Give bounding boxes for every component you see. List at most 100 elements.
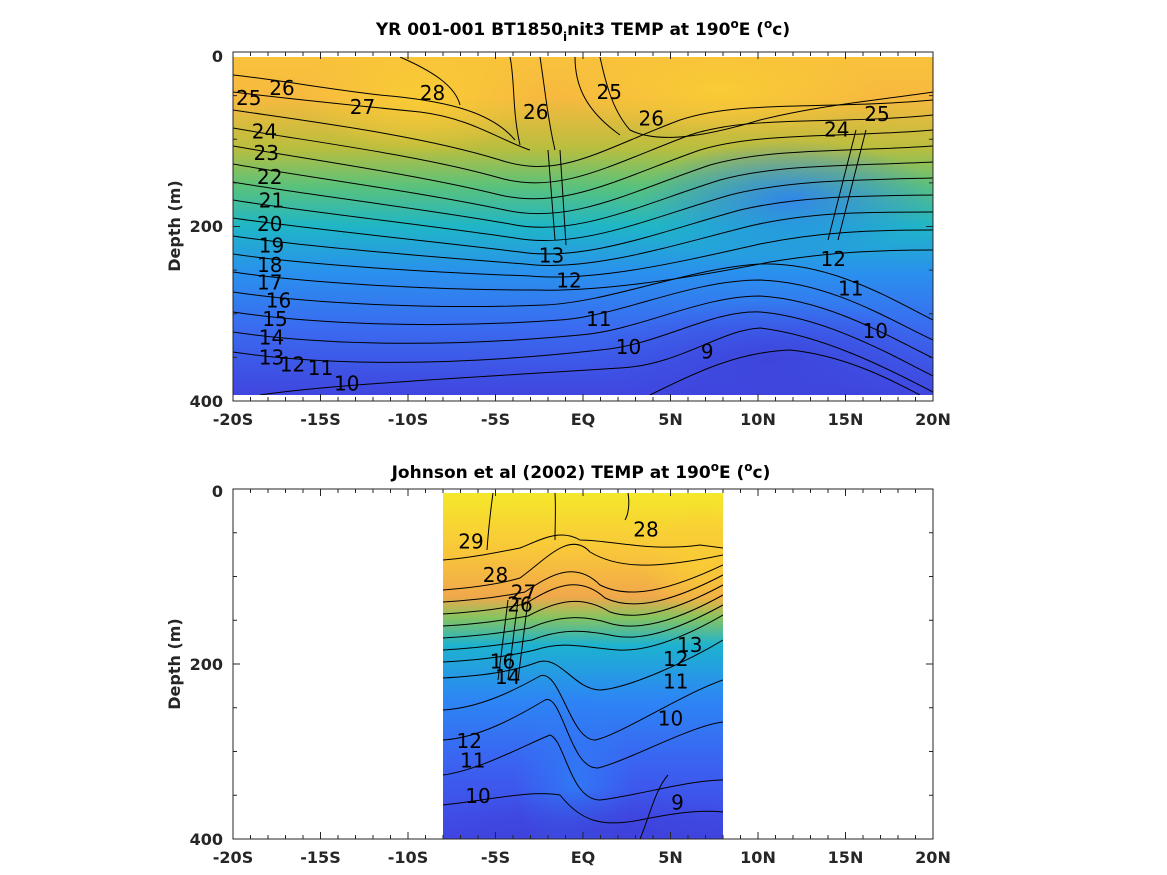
top-chart-title: YR 001-001 BT1850init3 TEMP at 190oE (oc… <box>375 17 790 44</box>
contour-label: 27 <box>511 580 536 604</box>
contour-line <box>259 327 933 395</box>
contour-label: 10 <box>334 372 359 396</box>
x-tick-label: -5S <box>481 410 510 429</box>
contour-label: 26 <box>507 593 532 617</box>
y-tick-label: 400 <box>190 392 223 411</box>
contour-label: 12 <box>663 647 688 671</box>
contour-line <box>547 149 556 241</box>
contour-label: 12 <box>821 247 846 271</box>
contour-line <box>399 57 461 106</box>
contour-label: 17 <box>257 270 282 294</box>
contour-line <box>233 229 933 278</box>
contour-line <box>233 177 933 242</box>
x-tick-label: 5N <box>658 848 683 867</box>
contour-line <box>233 263 933 321</box>
bottom-chart-title: Johnson et al (2002) TEMP at 190oE (oc) <box>391 460 771 483</box>
contour-line <box>443 699 723 769</box>
contour-line <box>517 599 529 681</box>
x-tick-label: -10S <box>388 410 428 429</box>
x-tick-label: 10N <box>740 848 776 867</box>
contour-line <box>827 129 857 241</box>
contour-line <box>233 114 933 184</box>
contour-label: 10 <box>863 319 888 343</box>
contour-line <box>233 311 933 377</box>
contour-line <box>624 493 630 521</box>
top-warm-pool-west <box>300 57 540 155</box>
contour-line <box>574 57 621 136</box>
contour-label: 20 <box>257 212 282 236</box>
contour-label: 23 <box>254 141 279 165</box>
contour-label: 13 <box>259 345 284 369</box>
contour-line <box>507 599 519 681</box>
top-x-tick-labels: -20S -15S -10S -5S EQ 5N 10N 15N 20N <box>213 410 951 429</box>
bottom-tick-marks <box>232 488 934 840</box>
bottom-y-tick-labels: 0 200 400 <box>190 482 223 849</box>
y-tick-label: 200 <box>190 655 223 674</box>
contour-label: 28 <box>420 81 445 105</box>
contour-line <box>443 793 723 824</box>
x-tick-label: 5N <box>658 410 683 429</box>
contour-label: 28 <box>483 563 508 587</box>
contour-label: 21 <box>259 188 284 212</box>
contour-label: 19 <box>259 234 284 258</box>
contour-line <box>443 604 723 651</box>
top-warm-pool-east <box>560 57 880 135</box>
contour-label: 25 <box>864 102 889 126</box>
y-tick-label: 400 <box>190 830 223 849</box>
contour-label: 9 <box>701 339 714 363</box>
top-cool-dome <box>640 140 933 260</box>
contour-line <box>443 614 723 663</box>
contour-line <box>443 734 723 801</box>
contour-label: 10 <box>465 784 490 808</box>
contour-label: 10 <box>616 335 641 359</box>
contour-label: 12 <box>280 352 305 376</box>
contour-label: 10 <box>658 706 683 730</box>
contour-label: 11 <box>586 307 611 331</box>
contour-line <box>443 544 723 591</box>
contour-line <box>497 599 509 681</box>
contour-label: 11 <box>838 276 863 300</box>
x-tick-label: -15S <box>300 410 340 429</box>
contour-label: 25 <box>597 80 622 104</box>
contour-label: 12 <box>556 269 581 293</box>
contour-label: 12 <box>457 729 482 753</box>
contour-label: 13 <box>677 633 702 657</box>
contour-line <box>443 584 723 627</box>
contour-line <box>233 99 933 167</box>
x-tick-label: 10N <box>740 410 776 429</box>
bottom-y-axis-label: Depth (m) <box>165 618 184 710</box>
contour-line <box>233 129 933 200</box>
contour-label: 24 <box>252 119 277 143</box>
x-tick-label: -5S <box>481 848 510 867</box>
x-tick-label: 20N <box>915 410 951 429</box>
x-tick-label: EQ <box>571 410 596 429</box>
x-tick-label: -20S <box>213 848 253 867</box>
contour-label: 26 <box>639 106 664 130</box>
contour-line <box>233 279 933 341</box>
contour-line <box>599 57 933 138</box>
contour-line <box>837 129 867 241</box>
x-tick-label: -10S <box>388 848 428 867</box>
top-y-tick-labels: 0 200 400 <box>190 47 223 411</box>
contour-line <box>486 493 494 551</box>
top-deep-pool <box>590 300 933 395</box>
contour-label: 28 <box>633 517 658 541</box>
top-contour-lines <box>233 57 933 395</box>
contour-label: 27 <box>350 95 375 119</box>
x-tick-label: -15S <box>300 848 340 867</box>
contour-label: 11 <box>308 356 333 380</box>
x-tick-label: 15N <box>828 410 864 429</box>
y-tick-label: 200 <box>190 217 223 236</box>
y-tick-label: 0 <box>212 482 223 501</box>
contour-label: 25 <box>236 86 261 110</box>
contour-label: 24 <box>824 118 849 142</box>
contour-label: 22 <box>257 165 282 189</box>
contour-line <box>233 249 933 291</box>
contour-line <box>639 774 669 839</box>
contour-line <box>233 74 516 141</box>
contour-line <box>443 594 723 639</box>
contour-line <box>233 161 933 228</box>
